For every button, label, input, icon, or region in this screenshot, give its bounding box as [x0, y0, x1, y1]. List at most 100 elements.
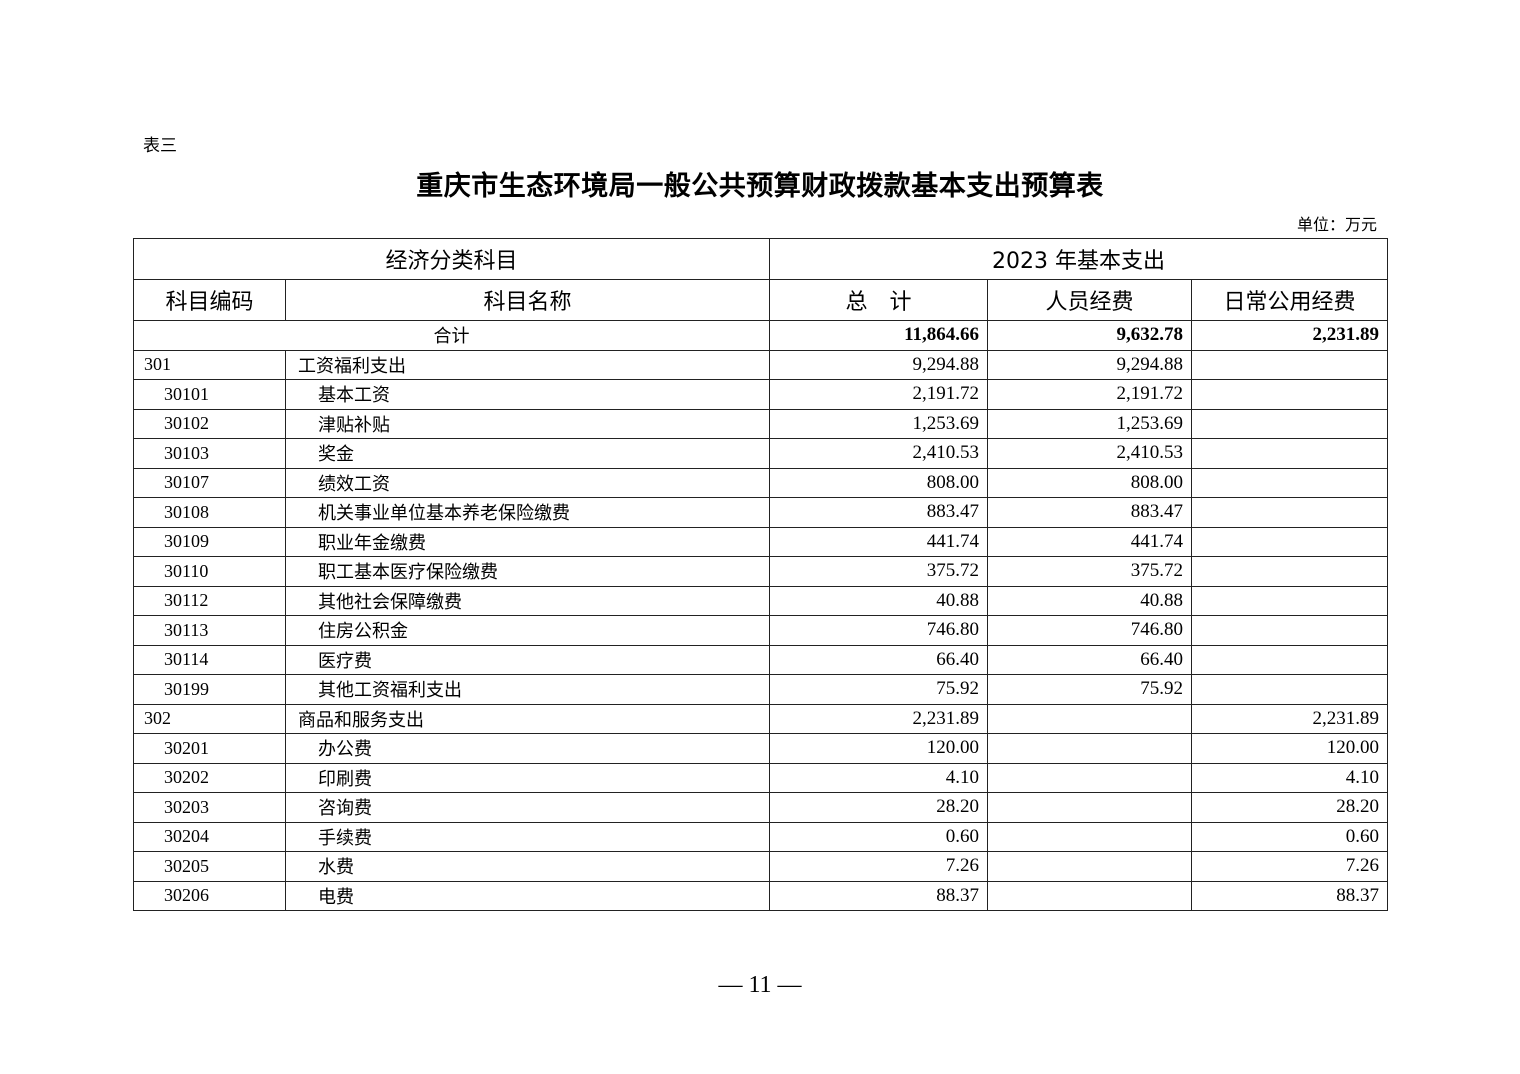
table-row: 30206 电费 88.37 88.37 — [133, 880, 1389, 911]
row-total: 883.47 — [769, 497, 989, 528]
table-row: 30202 印刷费 4.10 4.10 — [133, 762, 1389, 793]
row-total: 441.74 — [769, 526, 989, 557]
row-personnel — [987, 851, 1193, 882]
row-public: 120.00 — [1191, 733, 1389, 764]
row-personnel — [987, 703, 1193, 734]
row-name: 电费 — [284, 880, 771, 911]
row-personnel — [987, 762, 1193, 793]
row-code: 30110 — [133, 556, 286, 587]
row-total: 9,294.88 — [769, 349, 989, 380]
row-personnel: 1,253.69 — [987, 408, 1193, 439]
row-total: 4.10 — [769, 762, 989, 793]
row-code: 30199 — [133, 674, 286, 705]
row-name: 津贴补贴 — [284, 408, 771, 439]
row-public: 0.60 — [1191, 821, 1389, 852]
row-public — [1191, 438, 1389, 469]
page-title: 重庆市生态环境局一般公共预算财政拨款基本支出预算表 — [416, 171, 1104, 202]
row-code: 30204 — [133, 821, 286, 852]
column-header-public: 日常公用经费 — [1191, 279, 1389, 321]
total-personnel: 9,632.78 — [987, 320, 1193, 351]
row-total: 40.88 — [769, 585, 989, 616]
table-row: 30101 基本工资 2,191.72 2,191.72 — [133, 379, 1389, 410]
table-row: 30205 水费 7.26 7.26 — [133, 851, 1389, 882]
row-public — [1191, 349, 1389, 380]
row-code: 30103 — [133, 438, 286, 469]
row-name: 办公费 — [284, 733, 771, 764]
row-name: 咨询费 — [284, 792, 771, 823]
row-public — [1191, 467, 1389, 498]
table-row: 30107 绩效工资 808.00 808.00 — [133, 467, 1389, 498]
row-code: 30205 — [133, 851, 286, 882]
column-header-name: 科目名称 — [284, 279, 771, 321]
row-code: 301 — [133, 349, 286, 380]
column-header-row: 科目编码 科目名称 总 计 人员经费 日常公用经费 — [133, 279, 1389, 321]
row-total: 746.80 — [769, 615, 989, 646]
row-name: 基本工资 — [284, 379, 771, 410]
row-personnel — [987, 880, 1193, 911]
row-total: 120.00 — [769, 733, 989, 764]
table-row: 30110 职工基本医疗保险缴费 375.72 375.72 — [133, 556, 1389, 587]
row-total: 28.20 — [769, 792, 989, 823]
total-row: 合计 11,864.66 9,632.78 2,231.89 — [132, 320, 1389, 351]
row-public — [1191, 556, 1389, 587]
row-personnel: 9,294.88 — [987, 349, 1193, 380]
table-row: 30199 其他工资福利支出 75.92 75.92 — [133, 674, 1389, 705]
row-code: 30101 — [133, 379, 286, 410]
row-code: 30108 — [133, 497, 286, 528]
row-personnel — [987, 821, 1193, 852]
total-label: 合计 — [132, 320, 771, 351]
row-total: 2,231.89 — [769, 703, 989, 734]
table-label: 表三 — [143, 136, 177, 156]
row-public — [1191, 615, 1389, 646]
row-total: 2,410.53 — [769, 438, 989, 469]
row-code: 30203 — [133, 792, 286, 823]
row-name: 职工基本医疗保险缴费 — [284, 556, 771, 587]
row-public: 7.26 — [1191, 851, 1389, 882]
row-public — [1191, 379, 1389, 410]
row-total: 2,191.72 — [769, 379, 989, 410]
row-public: 28.20 — [1191, 792, 1389, 823]
total-public: 2,231.89 — [1191, 320, 1389, 351]
row-code: 30113 — [133, 615, 286, 646]
row-name: 其他工资福利支出 — [284, 674, 771, 705]
row-personnel: 2,191.72 — [987, 379, 1193, 410]
table-row: 30204 手续费 0.60 0.60 — [133, 821, 1389, 852]
row-total: 0.60 — [769, 821, 989, 852]
row-name: 职业年金缴费 — [284, 526, 771, 557]
row-name: 工资福利支出 — [284, 349, 771, 380]
column-header-total: 总 计 — [769, 279, 989, 321]
table-row: 30108 机关事业单位基本养老保险缴费 883.47 883.47 — [133, 497, 1389, 528]
page-number: — 11 — — [718, 972, 802, 998]
row-personnel: 441.74 — [987, 526, 1193, 557]
row-total: 375.72 — [769, 556, 989, 587]
row-total: 808.00 — [769, 467, 989, 498]
table-row: 30112 其他社会保障缴费 40.88 40.88 — [133, 585, 1389, 616]
row-name: 住房公积金 — [284, 615, 771, 646]
row-public — [1191, 497, 1389, 528]
row-personnel — [987, 733, 1193, 764]
row-total: 75.92 — [769, 674, 989, 705]
row-public: 2,231.89 — [1191, 703, 1389, 734]
row-public — [1191, 674, 1389, 705]
row-personnel: 808.00 — [987, 467, 1193, 498]
table-row: 30103 奖金 2,410.53 2,410.53 — [133, 438, 1389, 469]
row-total: 66.40 — [769, 644, 989, 675]
row-public — [1191, 408, 1389, 439]
table-row: 301 工资福利支出 9,294.88 9,294.88 — [133, 349, 1389, 380]
row-name: 机关事业单位基本养老保险缴费 — [284, 497, 771, 528]
row-personnel: 883.47 — [987, 497, 1193, 528]
row-code: 302 — [133, 703, 286, 734]
row-public — [1191, 644, 1389, 675]
column-header-personnel: 人员经费 — [987, 279, 1193, 321]
row-personnel — [987, 792, 1193, 823]
row-personnel: 66.40 — [987, 644, 1193, 675]
row-code: 30206 — [133, 880, 286, 911]
table-row: 30113 住房公积金 746.80 746.80 — [133, 615, 1389, 646]
table-row: 30201 办公费 120.00 120.00 — [133, 733, 1389, 764]
table-row: 302 商品和服务支出 2,231.89 2,231.89 — [133, 703, 1389, 734]
row-total: 88.37 — [769, 880, 989, 911]
row-name: 其他社会保障缴费 — [284, 585, 771, 616]
row-personnel: 375.72 — [987, 556, 1193, 587]
row-personnel: 75.92 — [987, 674, 1193, 705]
column-header-code: 科目编码 — [133, 279, 286, 321]
